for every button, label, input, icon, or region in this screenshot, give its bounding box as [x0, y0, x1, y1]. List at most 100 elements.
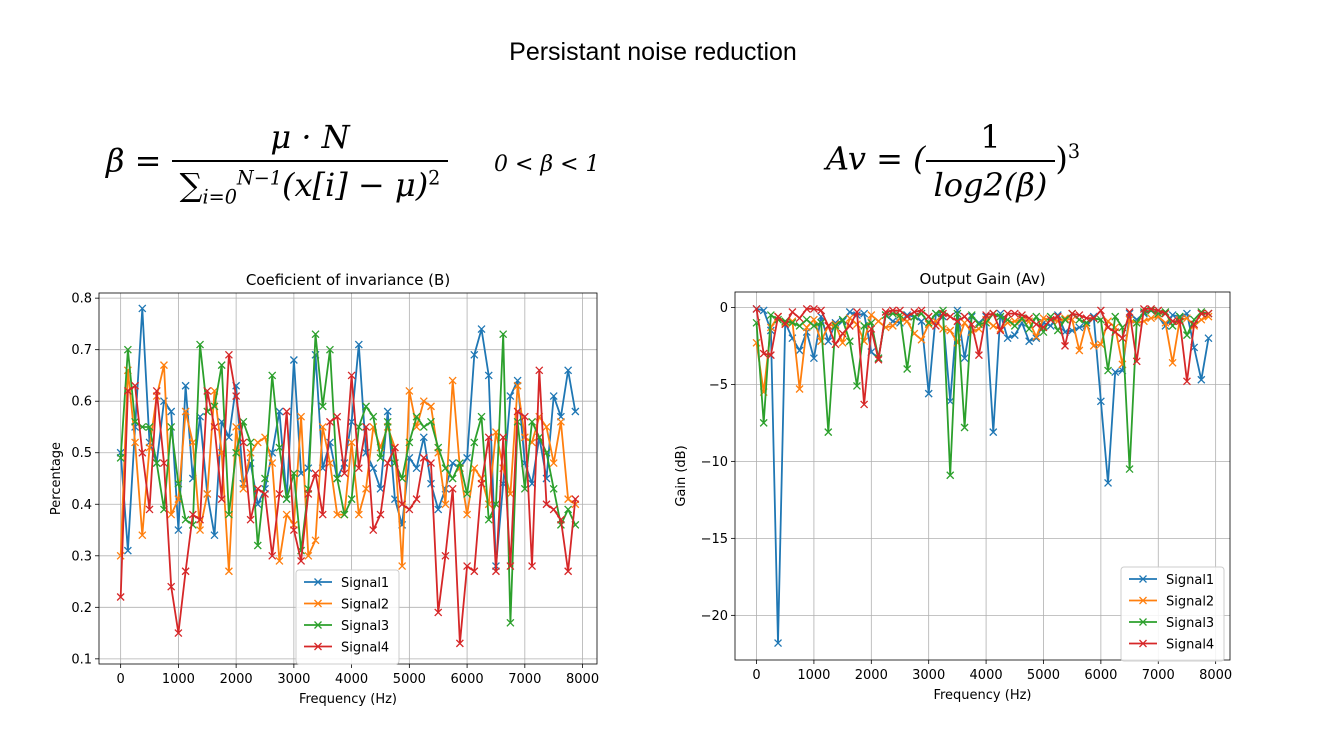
- av-formula: Av = (1 log2(β))3: [826, 118, 1080, 204]
- x-tick-label: 3000: [277, 672, 310, 687]
- beta-formula: β = μ · N ∑i=0N−1(x[i] − μ)2: [106, 118, 449, 209]
- data-point: [974, 351, 983, 360]
- data-point: [564, 567, 573, 576]
- data-point: [1168, 311, 1177, 320]
- x-tick-label: 1000: [797, 668, 830, 683]
- sum-lower-limit: i=0: [202, 185, 237, 209]
- data-point: [867, 318, 876, 327]
- data-point: [354, 464, 363, 473]
- data-point: [1154, 312, 1163, 321]
- data-point: [354, 340, 363, 349]
- data-point: [831, 320, 840, 329]
- data-point: [967, 311, 976, 320]
- data-point: [289, 469, 298, 478]
- data-point: [1161, 309, 1170, 318]
- data-point: [931, 321, 940, 330]
- data-point: [520, 433, 529, 442]
- beta-formula-fraction: μ · N ∑i=0N−1(x[i] − μ)2: [171, 118, 449, 209]
- data-point: [946, 326, 955, 335]
- data-point: [239, 484, 248, 493]
- series-signal4: [116, 350, 580, 648]
- data-point: [1025, 314, 1034, 323]
- data-point: [376, 484, 385, 493]
- data-point: [845, 308, 854, 316]
- data-point: [484, 371, 493, 380]
- data-point: [564, 366, 573, 375]
- x-tick-label: 0: [117, 672, 125, 687]
- data-point: [960, 354, 969, 363]
- data-point: [795, 346, 804, 355]
- data-point: [1068, 309, 1077, 318]
- data-point: [1154, 306, 1163, 315]
- y-axis-label: Percentage: [49, 442, 64, 515]
- data-point: [253, 438, 262, 447]
- data-point: [1104, 366, 1112, 375]
- data-point: [960, 423, 969, 432]
- data-point: [412, 495, 421, 504]
- data-point: [759, 349, 768, 358]
- data-point: [1018, 311, 1026, 320]
- legend-marker: [314, 599, 322, 608]
- data-point: [1025, 337, 1034, 346]
- data-point: [542, 500, 551, 509]
- data-point: [528, 417, 537, 426]
- data-point: [564, 505, 573, 514]
- legend-marker: [314, 578, 322, 586]
- data-point: [253, 541, 262, 550]
- data-point: [917, 317, 926, 326]
- data-point: [910, 308, 919, 316]
- data-point: [845, 321, 854, 330]
- data-point: [974, 320, 983, 329]
- data-point: [1139, 304, 1148, 313]
- legend-marker: [1139, 639, 1147, 648]
- data-point: [232, 392, 241, 401]
- data-point: [203, 386, 212, 395]
- data-point: [333, 510, 342, 519]
- y-tick-label: 0.7: [71, 343, 92, 358]
- data-point: [1132, 357, 1141, 366]
- data-point: [441, 464, 450, 473]
- data-point: [477, 479, 486, 488]
- data-point: [347, 438, 356, 447]
- data-point: [1190, 320, 1199, 329]
- data-point: [318, 402, 327, 411]
- data-point: [852, 381, 861, 390]
- data-point: [138, 531, 147, 540]
- data-point: [520, 412, 529, 421]
- data-point: [333, 412, 342, 421]
- data-point: [931, 309, 940, 318]
- data-point: [181, 407, 190, 416]
- data-point: [477, 325, 486, 334]
- x-tick-label: 5000: [1027, 668, 1060, 683]
- data-point: [145, 423, 154, 431]
- data-point: [325, 417, 334, 426]
- data-point: [354, 510, 363, 519]
- data-point: [766, 311, 775, 320]
- data-point: [196, 340, 205, 349]
- legend-box: [1120, 566, 1225, 662]
- data-point: [398, 562, 407, 571]
- y-tick-label: 0.1: [71, 652, 92, 667]
- data-point: [781, 320, 790, 329]
- series-signal2: [116, 361, 580, 576]
- data-point: [989, 428, 998, 437]
- data-point: [1010, 309, 1019, 318]
- data-point: [917, 335, 926, 344]
- data-point: [953, 306, 962, 315]
- chart-title: Coeficient of invariance (B): [246, 271, 450, 289]
- x-tick-label: 2000: [220, 672, 253, 687]
- data-point: [774, 312, 783, 321]
- data-point: [989, 321, 998, 330]
- data-point: [304, 489, 313, 498]
- data-point: [362, 423, 371, 431]
- data-point: [369, 464, 378, 473]
- data-point: [867, 311, 876, 320]
- data-point: [217, 495, 226, 504]
- x-tick-label: 7000: [1142, 668, 1175, 683]
- data-point: [318, 510, 327, 519]
- data-point: [874, 317, 883, 326]
- data-point: [506, 618, 515, 627]
- data-point: [824, 337, 833, 346]
- legend-marker: [1139, 596, 1147, 605]
- data-point: [261, 489, 269, 498]
